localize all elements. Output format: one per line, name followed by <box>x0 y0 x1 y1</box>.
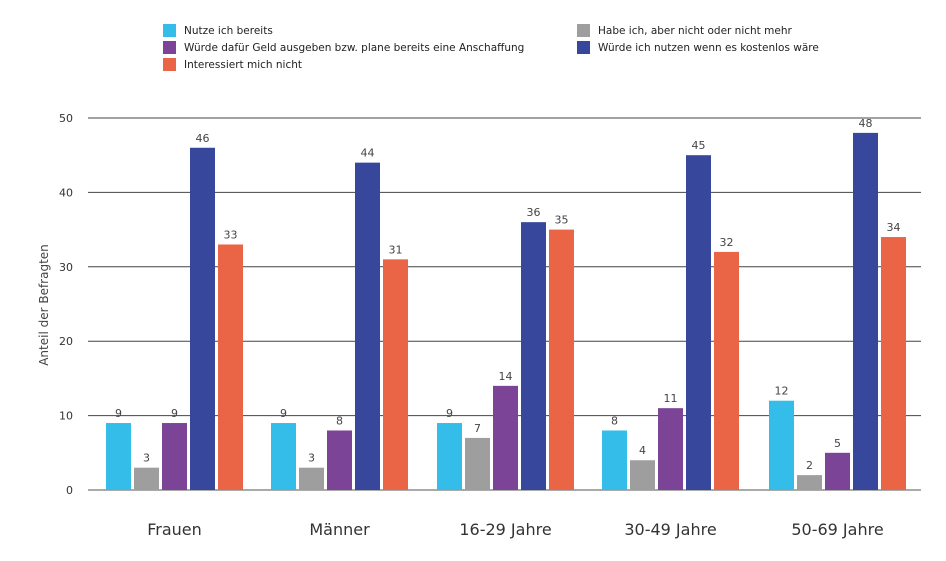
data-label: 3 <box>308 452 315 465</box>
legend-swatch <box>577 41 590 54</box>
bar <box>327 430 352 490</box>
data-label: 48 <box>859 117 873 130</box>
bar <box>218 244 243 490</box>
bar <box>549 229 574 490</box>
data-label: 9 <box>446 407 453 420</box>
legend-item-habe: Habe ich, aber nicht oder nicht mehr <box>577 24 792 37</box>
data-label: 7 <box>474 422 481 435</box>
bar <box>797 475 822 490</box>
data-label: 2 <box>806 459 813 472</box>
bar <box>162 423 187 490</box>
bar <box>825 452 850 490</box>
y-tick-label: 0 <box>66 484 73 497</box>
data-label: 8 <box>336 414 343 427</box>
data-label: 12 <box>775 385 789 398</box>
y-tick-label: 30 <box>59 261 73 274</box>
bar <box>383 259 408 490</box>
bar <box>271 423 296 490</box>
x-tick-label: Frauen <box>147 520 202 539</box>
data-label: 31 <box>389 243 403 256</box>
bar <box>881 237 906 490</box>
bar <box>853 132 878 490</box>
bar <box>190 147 215 490</box>
bar <box>134 467 159 490</box>
legend-item-kostenlos: Würde ich nutzen wenn es kostenlos wäre <box>577 41 819 54</box>
data-label: 9 <box>171 407 178 420</box>
legend-label: Interessiert mich nicht <box>184 58 302 71</box>
legend-label: Habe ich, aber nicht oder nicht mehr <box>598 24 792 37</box>
y-tick-label: 40 <box>59 186 73 199</box>
x-tick-label: 30-49 Jahre <box>624 520 716 539</box>
data-label: 5 <box>834 437 841 450</box>
y-tick-label: 10 <box>59 410 73 423</box>
x-tick-label: 50-69 Jahre <box>791 520 883 539</box>
bar <box>658 408 683 490</box>
data-label: 34 <box>887 221 901 234</box>
bar <box>714 251 739 490</box>
bar <box>355 162 380 490</box>
bar <box>521 222 546 490</box>
legend-label: Nutze ich bereits <box>184 24 273 37</box>
bar <box>630 460 655 490</box>
data-label: 45 <box>692 139 706 152</box>
data-label: 4 <box>639 444 646 457</box>
x-tick-label: Männer <box>309 520 370 539</box>
data-label: 9 <box>115 407 122 420</box>
legend-swatch <box>577 24 590 37</box>
data-label: 33 <box>224 228 238 241</box>
data-label: 3 <box>143 452 150 465</box>
legend-swatch <box>163 24 176 37</box>
data-label: 36 <box>527 206 541 219</box>
data-label: 9 <box>280 407 287 420</box>
legend-swatch <box>163 41 176 54</box>
bar <box>299 467 324 490</box>
bar <box>437 423 462 490</box>
data-label: 8 <box>611 414 618 427</box>
y-tick-label: 50 <box>59 112 73 125</box>
data-label: 11 <box>664 392 678 405</box>
legend-label: Würde dafür Geld ausgeben bzw. plane ber… <box>184 41 525 54</box>
legend-swatch <box>163 58 176 71</box>
data-label: 35 <box>555 214 569 227</box>
legend-item-geld: Würde dafür Geld ausgeben bzw. plane ber… <box>163 41 524 54</box>
legend-label: Würde ich nutzen wenn es kostenlos wäre <box>598 41 819 54</box>
data-label: 46 <box>196 132 210 145</box>
legend-item-interessiert: Interessiert mich nicht <box>163 58 302 71</box>
legend-item-nutze: Nutze ich bereits <box>163 24 273 37</box>
bar <box>769 400 794 490</box>
bar <box>106 423 131 490</box>
y-tick-label: 20 <box>59 335 73 348</box>
data-label: 44 <box>361 147 375 160</box>
data-label: 32 <box>720 236 734 249</box>
data-label: 14 <box>499 370 513 383</box>
bar <box>465 437 490 490</box>
bar <box>686 155 711 490</box>
x-tick-label: 16-29 Jahre <box>459 520 551 539</box>
bar <box>602 430 627 490</box>
bar <box>493 385 518 490</box>
